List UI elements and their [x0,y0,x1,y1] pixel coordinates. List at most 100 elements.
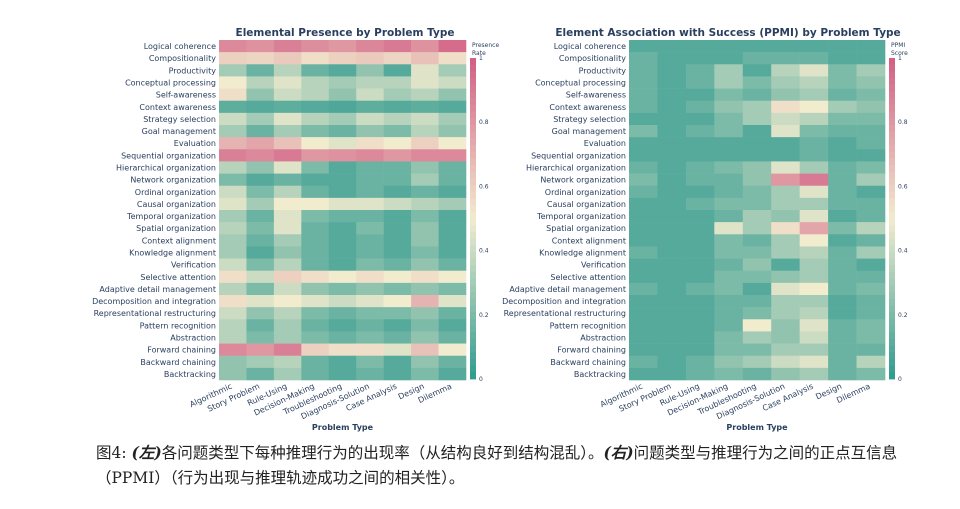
right-heatmap-cell [685,112,715,126]
right-heatmap-cell [742,258,772,272]
left-heatmap-cell [301,52,330,65]
right-heatmap-cell [714,40,744,53]
left-heatmap-cell [411,355,439,369]
left-colorbar-segment [470,298,476,306]
right-colorbar-segment [889,365,895,373]
left-heatmap-cell [411,125,439,138]
right-heatmap-cell [742,307,772,320]
left-heatmap-cell [411,88,439,102]
left-heatmap-cell [219,234,247,247]
left-heatmap-cell [219,197,247,211]
right-row-label: Backtracking [574,370,626,379]
left-heatmap-cell [328,367,357,381]
left-heatmap-cell [383,40,412,53]
left-colorbar-segment [470,165,476,173]
right-heatmap-cell [657,307,687,320]
left-row-label: Evaluation [174,139,216,148]
left-colorbar-segment [470,118,476,126]
right-heatmap-cell [828,222,857,235]
left-colorbar-segment [470,138,476,146]
right-row-label: Backward chaining [550,358,626,367]
left-heatmap-cell [438,234,467,247]
right-heatmap-cell [856,222,886,235]
right-heatmap-cell [714,355,744,369]
left-heatmap-cell [273,258,302,272]
right-heatmap-cell [657,76,687,89]
left-heatmap-cell [246,88,275,102]
right-heatmap-cell [742,149,772,162]
left-heatmap-cell [219,367,247,381]
right-heatmap-cell [714,234,744,247]
left-heatmap-cell [411,149,439,162]
right-heatmap-cell [629,76,658,89]
left-heatmap-cell [301,258,330,272]
left-heatmap-cell [219,173,247,187]
right-heatmap-cell [799,40,829,53]
left-heatmap-cell [356,331,384,344]
right-heatmap-cell [629,222,658,235]
right-heatmap-cell [657,112,687,126]
right-heatmap-cell [685,307,715,320]
right-heatmap-cell [714,343,744,357]
left-heatmap-cell [219,185,247,199]
left-heatmap-cell [219,125,247,138]
left-colorbar-segment [470,292,476,300]
left-row-label: Network organization [130,176,216,185]
left-row-label: Compositionality [149,54,216,63]
right-heatmap-cell [856,234,886,247]
left-heatmap-cell [411,367,439,381]
left-heatmap-cell [411,40,439,53]
left-heatmap-cell [328,52,357,65]
left-heatmap-cell [438,52,467,65]
left-colorbar-segment [470,245,476,253]
right-heatmap-cell [742,52,772,65]
left-heatmap-cell [356,197,384,211]
left-heatmap-cell [356,222,384,235]
right-heatmap-cell [629,125,658,138]
left-heatmap-cell [301,185,330,199]
left-colorbar-title-line2: Rate [472,50,486,57]
right-row-label: Self-awareness [566,91,626,100]
left-heatmap-cell [246,149,275,162]
right-heatmap-cell [714,307,744,320]
right-heatmap-cell [685,282,715,296]
left-colorbar-segment [470,211,476,219]
left-heatmap-cell [438,40,467,53]
left-heatmap-cell [219,355,247,369]
left-heatmap-cell [273,222,302,235]
right-heatmap-cell [799,112,829,126]
right-heatmap-cell [856,295,886,308]
right-heatmap-cell [657,88,687,102]
left-heatmap-cell [219,210,247,223]
right-colorbar-segment [889,325,895,333]
left-colorbar-segment [470,318,476,326]
left-colorbar-segment [470,198,476,206]
left-heatmap-cell [438,222,467,235]
right-heatmap-cell [714,210,744,223]
left-heatmap-cell [246,161,275,174]
right-colorbar-segment [889,185,895,193]
right-heatmap-cell [629,40,658,53]
right-heatmap-cell [828,319,857,332]
left-colorbar-segment [470,58,476,66]
right-heatmap-cell [657,246,687,259]
right-colorbar-segment [889,285,895,293]
right-heatmap-cell [629,197,658,211]
left-heatmap-cell [219,40,247,53]
right-heatmap-cell [685,125,715,138]
right-heatmap-cell [629,295,658,308]
left-heatmap-cell [273,52,302,65]
right-colorbar-segment [889,258,895,266]
left-heatmap-cell [383,355,412,369]
left-row-label: Representational restructuring [94,309,216,318]
left-heatmap-cell [301,246,330,259]
left-heatmap-cell [301,64,330,77]
left-heatmap-cell [438,282,467,296]
left-colorbar-segment [470,185,476,193]
left-heatmap-cell [438,343,467,357]
left-heatmap-cell [383,234,412,247]
left-heatmap-cell [246,137,275,150]
right-heatmap-cell [828,173,857,187]
left-heatmap-cell [301,125,330,138]
left-colorbar-tick: 0.6 [479,183,489,190]
